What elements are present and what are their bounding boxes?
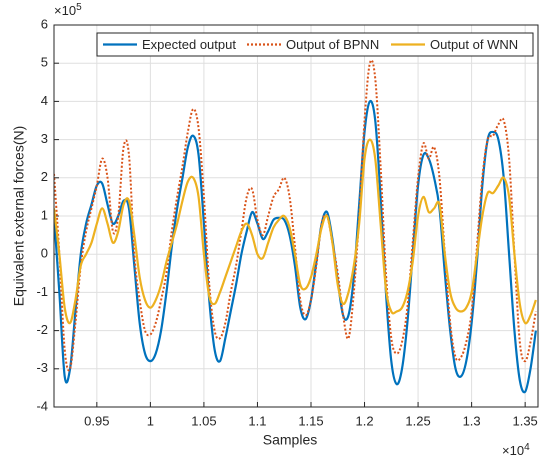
x-tick-label: 1.2 [355,413,373,428]
series-line [54,138,537,325]
y-tick-label: 1 [41,207,48,222]
legend: Expected output Output of BPNN Output of W… [96,32,534,57]
y-tick-label: 3 [41,131,48,146]
x-tick-label: 0.95 [84,413,109,428]
y-multiplier: ×105 [54,2,82,19]
x-multiplier: ×104 [502,442,530,459]
legend-box [96,32,534,57]
x-tick-label: 1.3 [463,413,481,428]
x-tick-label: 1.35 [512,413,537,428]
x-tick-label: 1 [147,413,154,428]
y-tick-label: -1 [36,284,48,299]
y-tick-label: -2 [36,322,48,337]
x-tick-label: 1.25 [405,413,430,428]
lines [54,59,537,394]
y-tick-label: -3 [36,360,48,375]
x-tick-label: 1.15 [298,413,323,428]
x-multiplier-base: ×10 [502,443,524,458]
legend-label: Output of BPNN [286,37,379,52]
y-tick-label: 5 [41,55,48,70]
legend-label: Output of WNN [430,37,518,52]
y-tick-label: -4 [36,398,48,413]
y-tick-label: 4 [41,93,48,108]
legend-label: Expected output [142,37,236,52]
y-tick-label: 2 [41,169,48,184]
y-tick-label: 0 [41,246,48,261]
y-tick-label: 6 [41,16,48,31]
x-axis-label: Samples [263,432,317,448]
x-multiplier-exponent: 4 [524,442,530,453]
y-multiplier-exponent: 5 [76,2,82,13]
x-tick-label: 1.05 [191,413,216,428]
y-multiplier-base: ×10 [54,3,76,18]
y-axis-label: Equivalent external forces(N) [11,126,27,307]
plot-frame [53,24,539,408]
x-tick-label: 1.1 [248,413,266,428]
